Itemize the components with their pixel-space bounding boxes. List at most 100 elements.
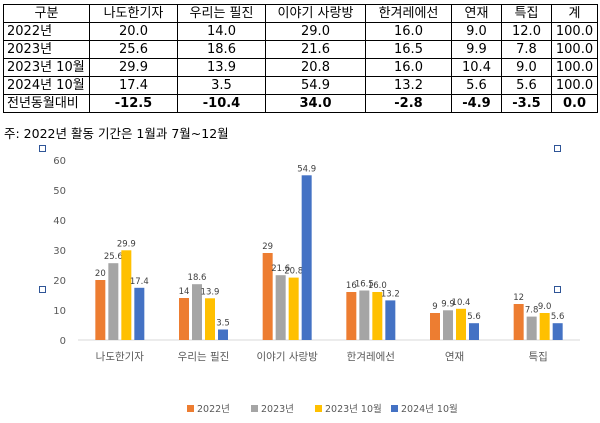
chart-resize-handle[interactable] [554, 286, 561, 293]
bar [218, 329, 228, 340]
bar [275, 275, 286, 340]
data-label: 54.9 [297, 164, 316, 174]
table-cell: 9.9 [451, 40, 502, 59]
bar [539, 313, 550, 340]
row-label: 전년동월대비 [3, 94, 90, 113]
data-label: 17.4 [130, 277, 149, 287]
table-row: 전년동월대비 -12.5 -10.4 34.0 -2.8 -4.9 -3.5 0… [3, 94, 598, 113]
table-cell: 9.0 [451, 22, 502, 41]
bar [205, 298, 215, 340]
data-label: 10.4 [452, 298, 471, 308]
table-cell: 13.9 [177, 58, 266, 77]
row-label: 2023년 10월 [3, 58, 90, 77]
table-cell: 54.9 [265, 76, 366, 95]
table-cell: 16.5 [365, 40, 452, 59]
bar [513, 304, 524, 340]
chart-resize-handle[interactable] [39, 286, 46, 293]
data-label: 13.2 [381, 289, 400, 299]
table-cell: 5.6 [451, 76, 502, 95]
table-cell: 17.4 [89, 76, 178, 95]
table-row: 2023년 10월 29.9 13.9 20.8 16.0 10.4 9.0 1… [3, 58, 598, 77]
data-label: 20 [95, 269, 106, 279]
row-label: 2024년 10월 [3, 76, 90, 95]
table-cell: 16.0 [365, 22, 452, 41]
legend-swatch [391, 405, 398, 412]
chart-resize-handle[interactable] [39, 145, 46, 152]
table-header: 우리는 필진 [177, 4, 266, 23]
table-cell: 10.4 [451, 58, 502, 77]
bar [192, 284, 202, 340]
table-cell: 20.0 [89, 22, 178, 41]
table-cell: 25.6 [89, 40, 178, 59]
table-cell: -4.9 [451, 94, 502, 113]
table-cell: 20.8 [265, 58, 366, 77]
data-label: 9.9 [441, 299, 455, 309]
row-label: 2023년 [3, 40, 90, 59]
bar [262, 253, 273, 340]
bar [372, 292, 383, 340]
table-cell: 3.5 [177, 76, 266, 95]
bar [95, 280, 106, 340]
y-tick-label: 10 [53, 306, 66, 317]
bar [469, 323, 479, 340]
legend-label: 2022년 [197, 404, 230, 415]
x-tick-label: 이야기 사랑방 [257, 350, 319, 363]
bar [526, 316, 537, 340]
x-tick-label: 한겨레에선 [347, 351, 395, 363]
x-tick-label: 특집 [529, 351, 548, 363]
data-label: 5.6 [551, 312, 565, 322]
data-label: 16 [346, 281, 357, 291]
table-cell: -3.5 [501, 94, 552, 113]
data-label: 7.8 [525, 306, 539, 316]
table-cell: 0.0 [551, 94, 598, 113]
data-label: 21.6 [271, 264, 290, 274]
y-tick-label: 50 [53, 186, 66, 197]
stats-table: 구분 나도한기자 우리는 필진 이야기 사랑방 한겨레에선 연재 특집 계 20… [3, 4, 598, 113]
table-header: 이야기 사랑방 [265, 4, 366, 23]
data-label: 18.6 [188, 273, 207, 283]
bar [430, 313, 440, 340]
y-tick-label: 20 [53, 276, 66, 287]
chart-resize-handle[interactable] [554, 145, 561, 152]
data-label: 9.0 [538, 302, 552, 312]
data-label: 29.9 [117, 239, 136, 249]
bar [301, 175, 312, 340]
table-header: 계 [551, 4, 598, 23]
data-label: 29 [262, 242, 273, 252]
data-label: 14 [179, 287, 190, 297]
table-header: 구분 [3, 4, 90, 23]
table-cell: -10.4 [177, 94, 266, 113]
bar [134, 287, 145, 340]
bar-chart: 0 10 20 30 40 50 60 나도한기자 20 25.6 29.9 17.4 우리는 필진 14… [53, 156, 580, 415]
y-tick-label: 0 [60, 336, 66, 347]
table-header: 연재 [451, 4, 502, 23]
bar [552, 323, 563, 340]
table-cell: 21.6 [265, 40, 366, 59]
data-label: 25.6 [104, 252, 123, 262]
bar [108, 263, 119, 340]
legend-label: 2024년 10월 [401, 403, 458, 415]
table-row: 2024년 10월 17.4 3.5 54.9 13.2 5.6 5.6 100… [3, 76, 598, 95]
data-label: 13.9 [201, 287, 220, 297]
legend-swatch [251, 405, 258, 412]
y-tick-label: 40 [53, 216, 66, 227]
bar [456, 308, 466, 340]
table-cell: 100.0 [551, 40, 598, 59]
table-cell: 14.0 [177, 22, 266, 41]
table-cell: 13.2 [365, 76, 452, 95]
footnote: 주: 2022년 활동 기간은 1월과 7월~12월 [4, 126, 229, 141]
table-cell: 100.0 [551, 22, 598, 41]
data-label: 16.0 [368, 281, 387, 291]
data-label: 20.8 [284, 267, 303, 277]
table-row: 2023년 25.6 18.6 21.6 16.5 9.9 7.8 100.0 [3, 40, 598, 59]
table-header: 한겨레에선 [365, 4, 452, 23]
table-header: 특집 [501, 4, 552, 23]
table-cell: -12.5 [89, 94, 178, 113]
bar [385, 300, 396, 340]
legend-label: 2023년 10월 [325, 403, 382, 415]
table-row: 2022년 20.0 14.0 29.0 16.0 9.0 12.0 100.0 [3, 22, 598, 41]
data-label: 9 [432, 302, 437, 312]
table-cell: 34.0 [265, 94, 366, 113]
table-cell: 18.6 [177, 40, 266, 59]
bar [179, 298, 189, 340]
